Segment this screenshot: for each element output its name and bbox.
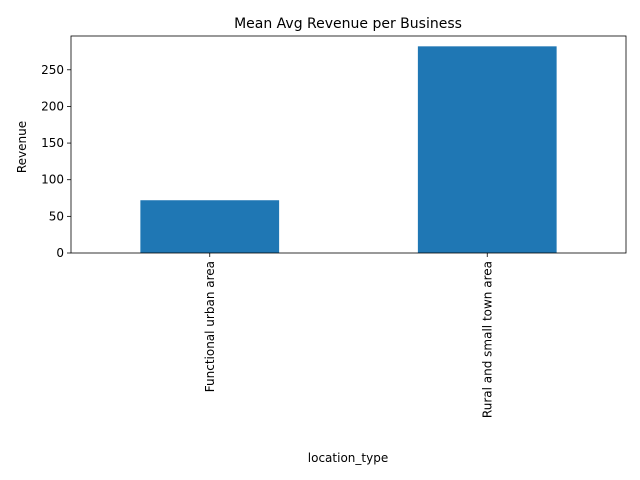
x-tick-label-1: Rural and small town area bbox=[480, 261, 494, 418]
y-tick-label-4: 200 bbox=[41, 99, 64, 113]
y-tick-label-0: 0 bbox=[56, 246, 64, 260]
axes-frame bbox=[70, 35, 627, 254]
y-tick-label-1: 50 bbox=[49, 209, 64, 223]
y-tick-label-2: 100 bbox=[41, 173, 64, 187]
x-tick-label-0: Functional urban area bbox=[203, 261, 217, 392]
chart-title: Mean Avg Revenue per Business bbox=[234, 16, 462, 32]
x-axis-label: location_type bbox=[308, 451, 388, 465]
y-axis-label: Revenue bbox=[15, 121, 29, 173]
bar-0 bbox=[140, 200, 280, 253]
y-tick-label-5: 250 bbox=[41, 63, 64, 77]
plot-area: 0 50 100 150 200 250 Functional urban area Rura… bbox=[41, 35, 627, 418]
y-tick-label-3: 150 bbox=[41, 136, 64, 150]
bar-1 bbox=[417, 46, 557, 254]
